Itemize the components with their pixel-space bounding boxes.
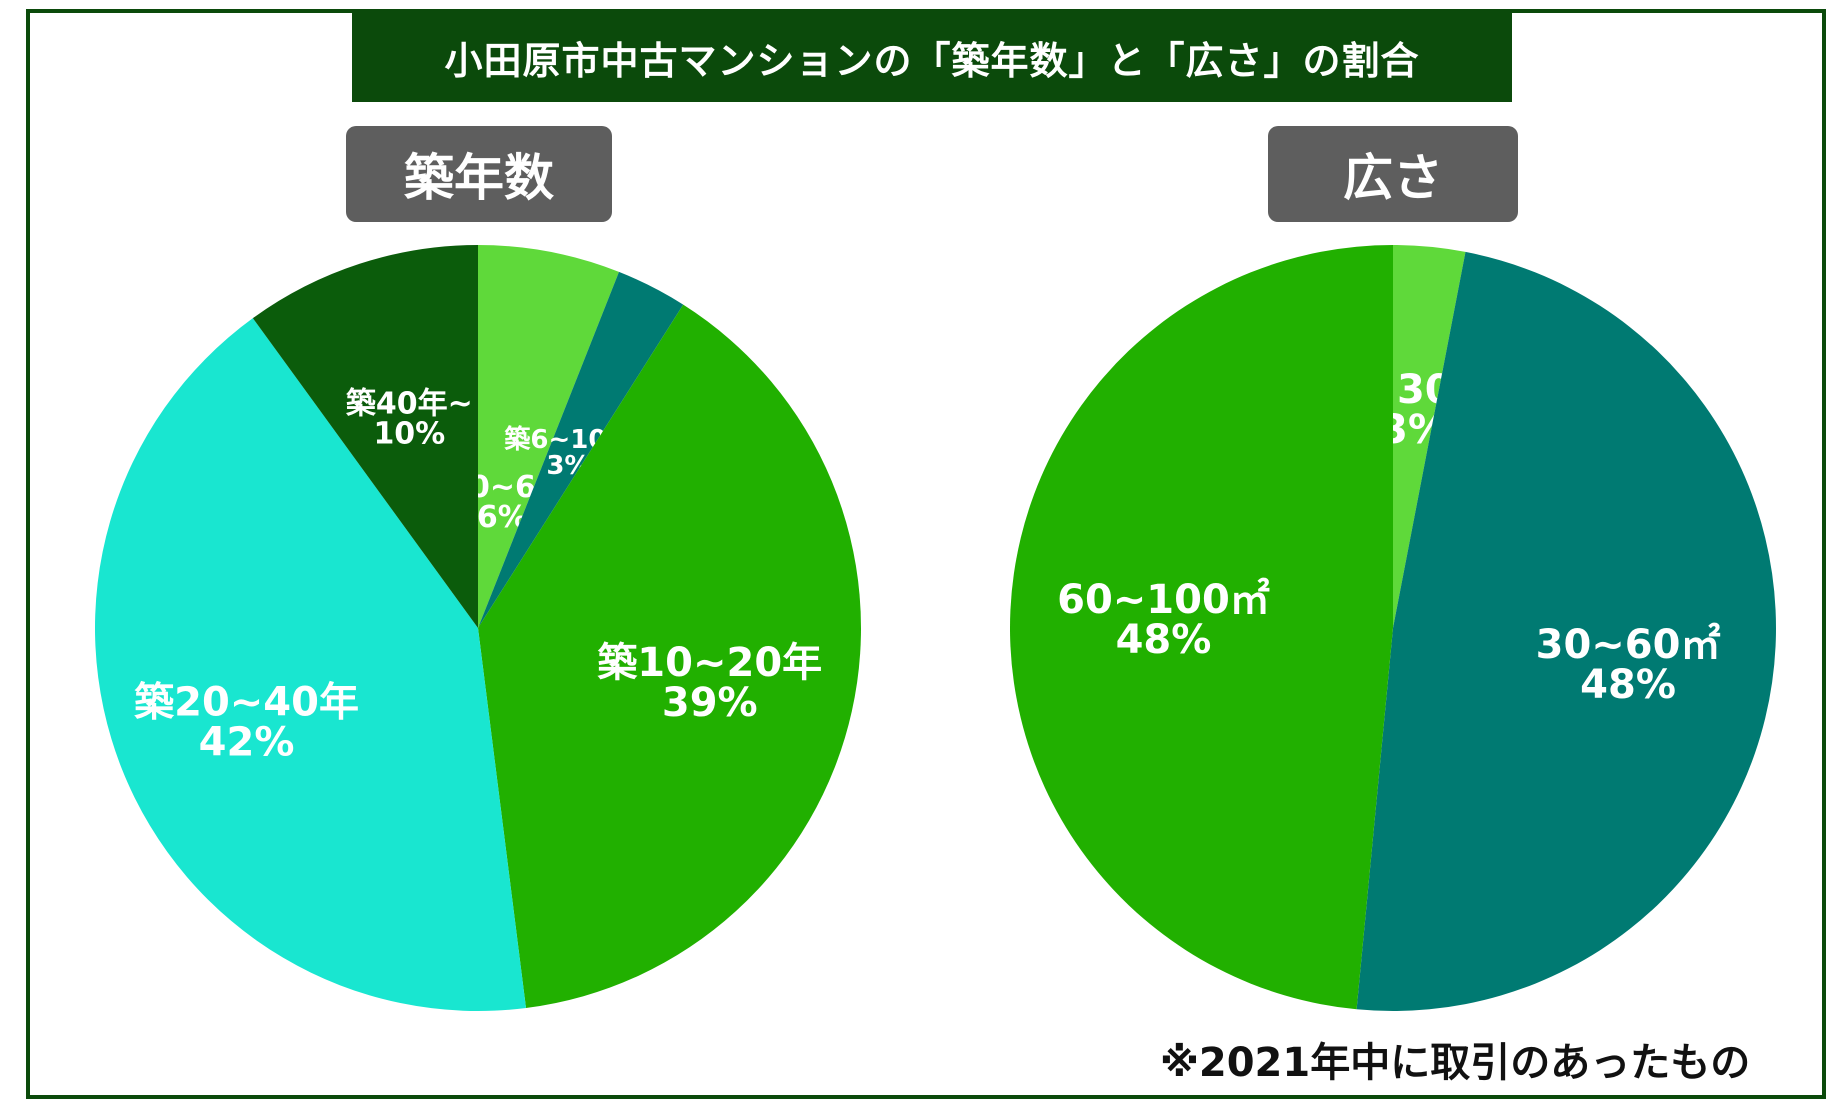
pie-slice [478, 304, 861, 1008]
slice-label: 築20~40年 42% [134, 680, 359, 766]
footnote: ※2021年中に取引のあったもの [1160, 1040, 1751, 1086]
pie-slice [1393, 245, 1466, 628]
pie-slice [1010, 245, 1393, 1010]
pie-slice [1356, 251, 1776, 1011]
pie-title-area: 広さ [1268, 126, 1518, 222]
chart-title: 小田原市中古マンションの「築年数」と「広さ」の割合 [352, 12, 1512, 102]
slice-label: 築10~20年 39% [597, 640, 822, 726]
pie-slice [252, 245, 478, 628]
pie-title-age: 築年数 [346, 126, 612, 222]
slice-label: 築40年~ 10% [346, 387, 473, 452]
slice-label: 30~60㎡ 48% [1536, 622, 1721, 708]
pie-slice [478, 271, 684, 628]
slice-label: 60~100㎡ 48% [1057, 577, 1270, 663]
pie-slice [94, 318, 527, 1011]
pie-slice [478, 245, 619, 628]
